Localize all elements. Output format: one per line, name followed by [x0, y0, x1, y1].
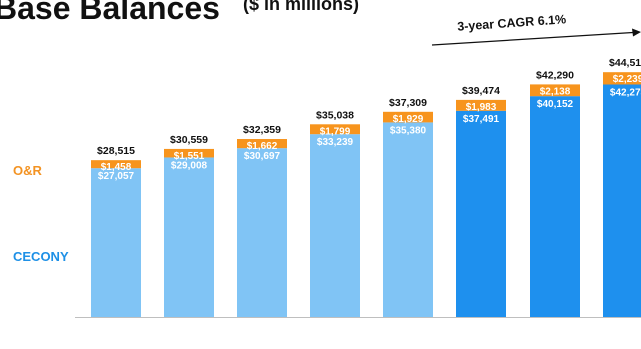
cecony-value-label-0: $27,057 [98, 171, 135, 182]
cagr-arrow-head [632, 28, 641, 37]
bar-or-2 [237, 139, 287, 149]
bar-or-3 [310, 124, 360, 135]
bar-cecony-2 [237, 148, 287, 317]
chart-title: Base Balances [0, 0, 220, 26]
bar-or-4 [383, 111, 433, 123]
or-value-label-6: $2,138 [540, 86, 571, 97]
cecony-value-label-4: $35,380 [390, 125, 427, 136]
cecony-value-label-5: $37,491 [463, 114, 500, 125]
bar-cecony-4 [383, 122, 433, 317]
total-label-7: $44,512 [609, 57, 641, 69]
cecony-value-label-2: $30,697 [244, 151, 281, 162]
chart-subtitle: ($ in millions) [243, 0, 360, 14]
bar-or-6 [530, 84, 580, 97]
cagr-annotation: 3-year CAGR 6.1% [457, 12, 567, 34]
total-label-6: $42,290 [536, 69, 574, 81]
or-value-label-2: $1,662 [247, 141, 278, 152]
legend-label-cecony: CECONY [13, 249, 69, 264]
bar-cecony-5 [456, 110, 506, 317]
bar-cecony-1 [164, 157, 214, 317]
total-label-1: $30,559 [170, 134, 208, 146]
total-label-4: $37,309 [389, 97, 427, 109]
bar-cecony-0 [91, 168, 141, 317]
or-value-label-7: $2,239 [613, 74, 641, 85]
total-label-0: $28,515 [97, 145, 135, 157]
bar-or-5 [456, 99, 506, 111]
cagr-arrow-line [431, 31, 636, 46]
total-label-2: $32,359 [243, 124, 281, 136]
bar-or-7 [603, 72, 641, 85]
bar-cecony-7 [603, 84, 641, 317]
or-value-label-0: $1,458 [101, 162, 132, 173]
or-value-label-3: $1,799 [320, 126, 351, 137]
or-value-label-1: $1,551 [174, 151, 205, 162]
or-value-label-5: $1,983 [466, 102, 497, 113]
total-label-5: $39,474 [462, 85, 500, 97]
bar-cecony-6 [530, 96, 580, 317]
or-value-label-4: $1,929 [393, 114, 424, 125]
cecony-value-label-1: $29,008 [171, 160, 208, 171]
cecony-value-label-7: $42,273 [610, 87, 641, 98]
cecony-value-label-6: $40,152 [537, 99, 574, 110]
cecony-value-label-3: $33,239 [317, 137, 354, 148]
legend-label-or: O&R [13, 163, 42, 178]
bar-or-0 [91, 160, 141, 169]
bar-or-1 [164, 148, 214, 158]
total-label-3: $35,038 [316, 109, 354, 121]
bar-cecony-3 [310, 134, 360, 317]
